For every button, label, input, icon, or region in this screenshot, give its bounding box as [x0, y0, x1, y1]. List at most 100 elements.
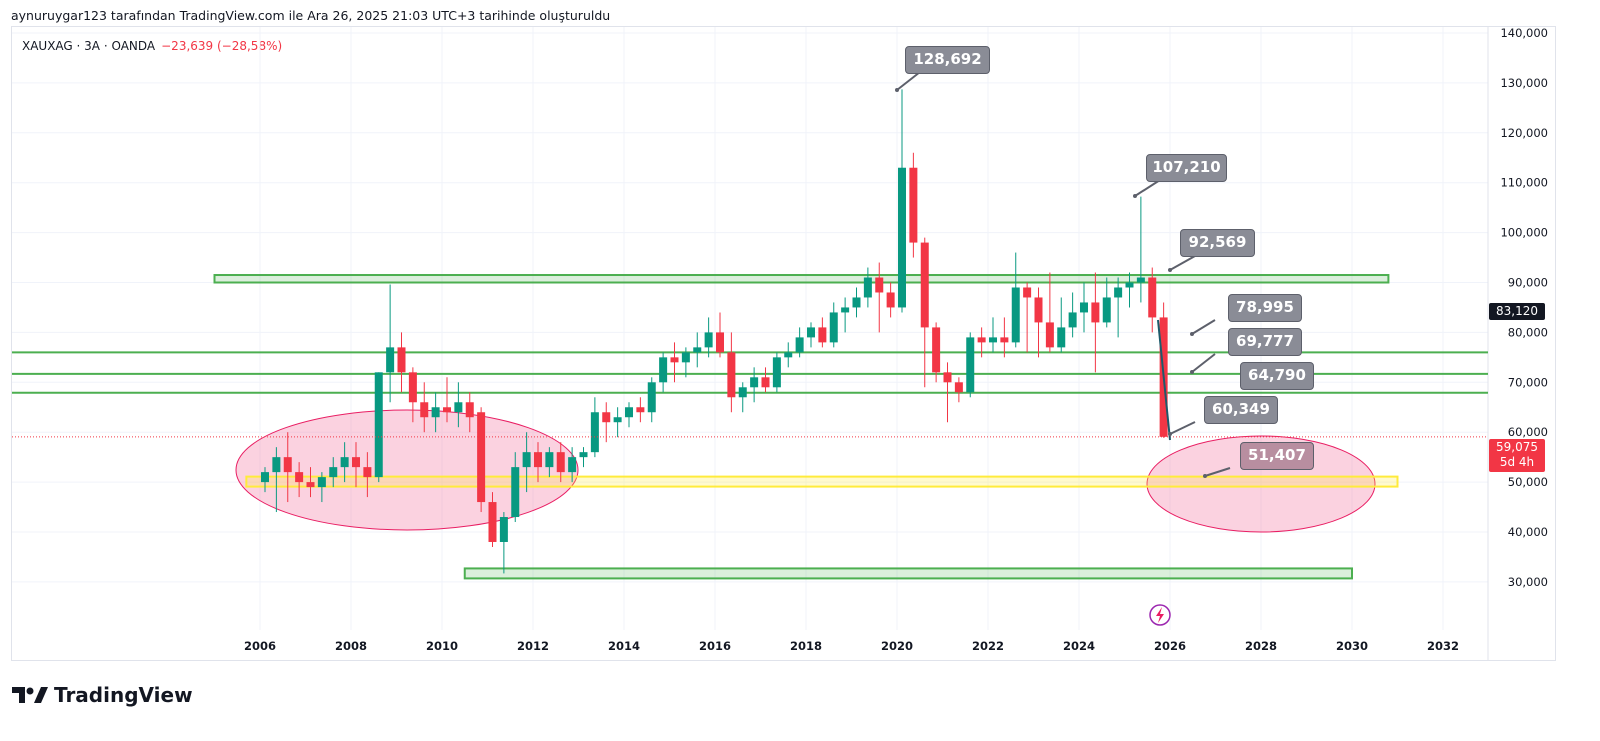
candle	[1034, 287, 1043, 358]
y-tick-label: 110,000	[1500, 176, 1548, 190]
callout-anchor	[1168, 432, 1172, 436]
candle	[795, 327, 804, 358]
candle	[329, 457, 338, 488]
candle	[966, 332, 975, 398]
candle-body	[909, 167, 918, 243]
candle-body	[295, 472, 304, 483]
candle	[545, 447, 554, 478]
x-tick-label: 2024	[1063, 639, 1095, 653]
x-tick-label: 2022	[972, 639, 1004, 653]
candle	[1102, 277, 1111, 328]
callout-78995[interactable]: 78,995	[1228, 294, 1302, 322]
callout-anchor	[1190, 370, 1194, 374]
candle	[807, 322, 815, 348]
candle-body	[852, 297, 861, 308]
y-tick-label: 100,000	[1500, 226, 1548, 240]
y-tick-label: 130,000	[1500, 76, 1548, 90]
y-tick-label: 70,000	[1508, 375, 1548, 389]
candle-body	[829, 312, 838, 343]
candle-body	[579, 452, 588, 458]
candle	[306, 467, 315, 498]
candle-body	[659, 357, 668, 383]
y-tick-label: 40,000	[1508, 525, 1548, 539]
candle-body	[408, 372, 417, 403]
x-tick-label: 2014	[608, 639, 640, 653]
candle	[1011, 252, 1020, 348]
x-tick-label: 2032	[1427, 639, 1459, 653]
candle	[898, 89, 906, 313]
candle-body	[1125, 282, 1134, 288]
candle-body	[738, 387, 747, 398]
callout-pointer	[1191, 353, 1216, 373]
tradingview-logo[interactable]: TradingView	[12, 683, 193, 707]
symbol-legend: XAUXAG · 3A · OANDA −23,639 (−28,58%)	[22, 39, 282, 53]
y-tick-label: 60,000	[1508, 425, 1548, 439]
candle	[386, 284, 395, 403]
candle	[625, 402, 633, 428]
candle-body	[795, 337, 804, 353]
candle-body	[989, 337, 997, 343]
callout-107210[interactable]: 107,210	[1146, 154, 1227, 182]
candle-body	[863, 277, 872, 298]
candle-body	[716, 332, 724, 353]
candle	[454, 382, 463, 428]
candle	[1125, 272, 1134, 308]
callout-51407[interactable]: 51,407	[1240, 442, 1314, 470]
candle-body	[1034, 297, 1043, 323]
candle	[465, 392, 474, 433]
candle-body	[625, 407, 633, 418]
candle	[556, 442, 565, 483]
candle-body	[841, 307, 850, 313]
callout-64790[interactable]: 64,790	[1240, 362, 1314, 390]
candle	[716, 312, 724, 358]
candle	[761, 367, 770, 393]
symbol-label[interactable]: XAUXAG · 3A · OANDA	[22, 39, 156, 53]
chart-caption: aynuruygar123 tarafından TradingView.com…	[11, 8, 611, 23]
candle-body	[488, 502, 497, 542]
candle-body	[374, 372, 383, 478]
callout-92569[interactable]: 92,569	[1180, 229, 1255, 257]
y-tick-label: 140,000	[1500, 26, 1548, 40]
candle	[579, 447, 588, 468]
callout-60349[interactable]: 60,349	[1204, 396, 1278, 424]
candle	[1148, 267, 1157, 333]
candle	[1023, 282, 1032, 353]
candle	[340, 442, 349, 483]
candle	[397, 332, 406, 393]
candle-body	[454, 402, 463, 413]
last-price: 59,075	[1496, 440, 1538, 454]
candle	[784, 342, 793, 368]
candle-body	[306, 482, 315, 488]
x-tick-label: 2018	[790, 639, 822, 653]
candle	[920, 237, 929, 388]
candle-body	[750, 377, 759, 388]
callout-128692[interactable]: 128,692	[905, 46, 990, 74]
candle-body	[534, 452, 542, 468]
candle	[602, 402, 611, 443]
candle	[932, 322, 941, 383]
callout-anchor	[1133, 194, 1137, 198]
candle	[954, 377, 963, 403]
candle-body	[966, 337, 975, 393]
candle-body	[886, 292, 895, 308]
y-tick-label: 50,000	[1508, 475, 1548, 489]
price-tag-83120: 83,120	[1489, 303, 1545, 320]
candle	[283, 432, 292, 503]
callout-pointer	[1204, 467, 1231, 477]
chart-frame	[11, 26, 1556, 661]
green-zone	[213, 274, 1390, 284]
candle	[431, 392, 440, 433]
candle	[750, 367, 759, 403]
candle-body	[477, 412, 486, 503]
callout-69777[interactable]: 69,777	[1228, 328, 1302, 356]
candle-body	[317, 477, 326, 488]
candle-body	[272, 457, 281, 473]
candle-body	[1023, 287, 1032, 298]
callout-anchor	[1190, 332, 1194, 336]
last-price-tag: 59,075 5d 4h	[1489, 439, 1545, 472]
callout-anchor	[895, 88, 899, 92]
candle	[681, 347, 690, 378]
candle	[420, 382, 429, 433]
candle	[670, 342, 679, 383]
